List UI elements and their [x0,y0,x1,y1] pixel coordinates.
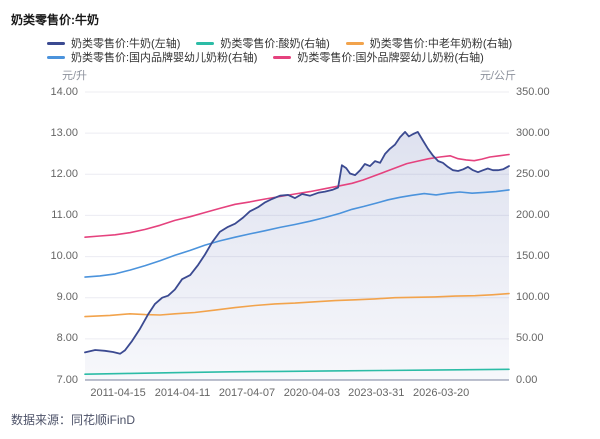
legend-item-label: 奶类零售价:国内品牌婴幼儿奶粉(右轴) [71,52,258,64]
legend-item-label: 奶类零售价:牛奶(左轴) [71,38,181,50]
legend-item-2[interactable]: 奶类零售价:中老年奶粉(右轴) [345,35,513,51]
legend-item-0[interactable]: 奶类零售价:牛奶(左轴) [47,35,180,51]
y-axis-tick-right: 150.00 [516,250,550,263]
y-axis-tick-left: 8.00 [56,332,78,345]
series-line-4 [84,153,510,238]
series-line-1 [84,368,510,375]
legend: 奶类零售价:牛奶(左轴) 奶类零售价:酸奶(右轴) 奶类零售价:中老年奶粉(右轴) 奶… [47,36,512,64]
y-axis-tick-right: 100.00 [516,291,550,304]
x-axis-tick: 2026-03-20 [413,387,470,399]
right-axis-unit: 元/公斤 [479,70,516,82]
legend-item-label: 奶类零售价:中老年奶粉(右轴) [369,38,513,50]
series-line-0 [84,131,510,355]
x-axis-tick: 2023-03-31 [348,387,405,399]
legend-item-4[interactable]: 奶类零售价:国外品牌婴幼儿奶粉(右轴) [273,49,484,65]
chart-title: 奶类零售价:牛奶 [11,13,99,27]
x-axis-tick: 2020-04-03 [283,387,340,399]
series-line-2 [84,292,510,318]
legend-item-1[interactable]: 奶类零售价:酸奶(右轴) [196,35,330,51]
y-axis-tick-left: 14.00 [50,85,78,98]
y-axis-tick-right: 350.00 [516,85,550,98]
legend-item-3[interactable]: 奶类零售价:国内品牌婴幼儿奶粉(右轴) [47,49,257,65]
x-axis-tick: 2017-04-07 [218,387,276,399]
left-axis-unit: 元/升 [62,70,88,82]
area-fill-milk [85,131,509,380]
legend-row-2: 奶类零售价:国内品牌婴幼儿奶粉(右轴) 奶类零售价:国外品牌婴幼儿奶粉(右轴) [47,50,512,64]
y-axis-tick-left: 9.00 [56,291,78,304]
y-axis-tick-right: 300.00 [516,126,550,139]
x-axis-tick: 2014-04-11 [154,387,211,399]
series-lines [84,131,510,380]
y-axis-tick-left: 7.00 [56,373,78,386]
legend-row-1: 奶类零售价:牛奶(左轴) 奶类零售价:酸奶(右轴) 奶类零售价:中老年奶粉(右轴) [47,36,512,50]
y-axis-tick-right: 250.00 [516,167,550,180]
series-line-3 [84,189,510,278]
y-axis-tick-left: 11.00 [51,208,78,221]
y-axis-tick-right: 200.00 [516,208,550,221]
y-axis-tick-right: 50.00 [516,332,544,345]
x-axis-tick: 2011-04-15 [90,387,146,399]
legend-item-label: 奶类零售价:酸奶(右轴) [220,38,330,50]
legend-item-label: 奶类零售价:国外品牌婴幼儿奶粉(右轴) [297,52,484,64]
y-axis-tick-left: 13.00 [50,126,78,139]
y-axis-tick-right: 0.00 [516,373,538,386]
legend-line-marker [196,41,215,45]
data-source-label: 数据来源：同花顺iFinD [11,413,136,427]
legend-line-marker [345,41,364,45]
legend-line-marker [273,55,292,59]
legend-line-marker [47,41,65,45]
legend-line-marker [47,55,65,59]
y-axis-tick-left: 10.00 [50,250,78,263]
y-axis-tick-left: 12.00 [50,167,78,180]
